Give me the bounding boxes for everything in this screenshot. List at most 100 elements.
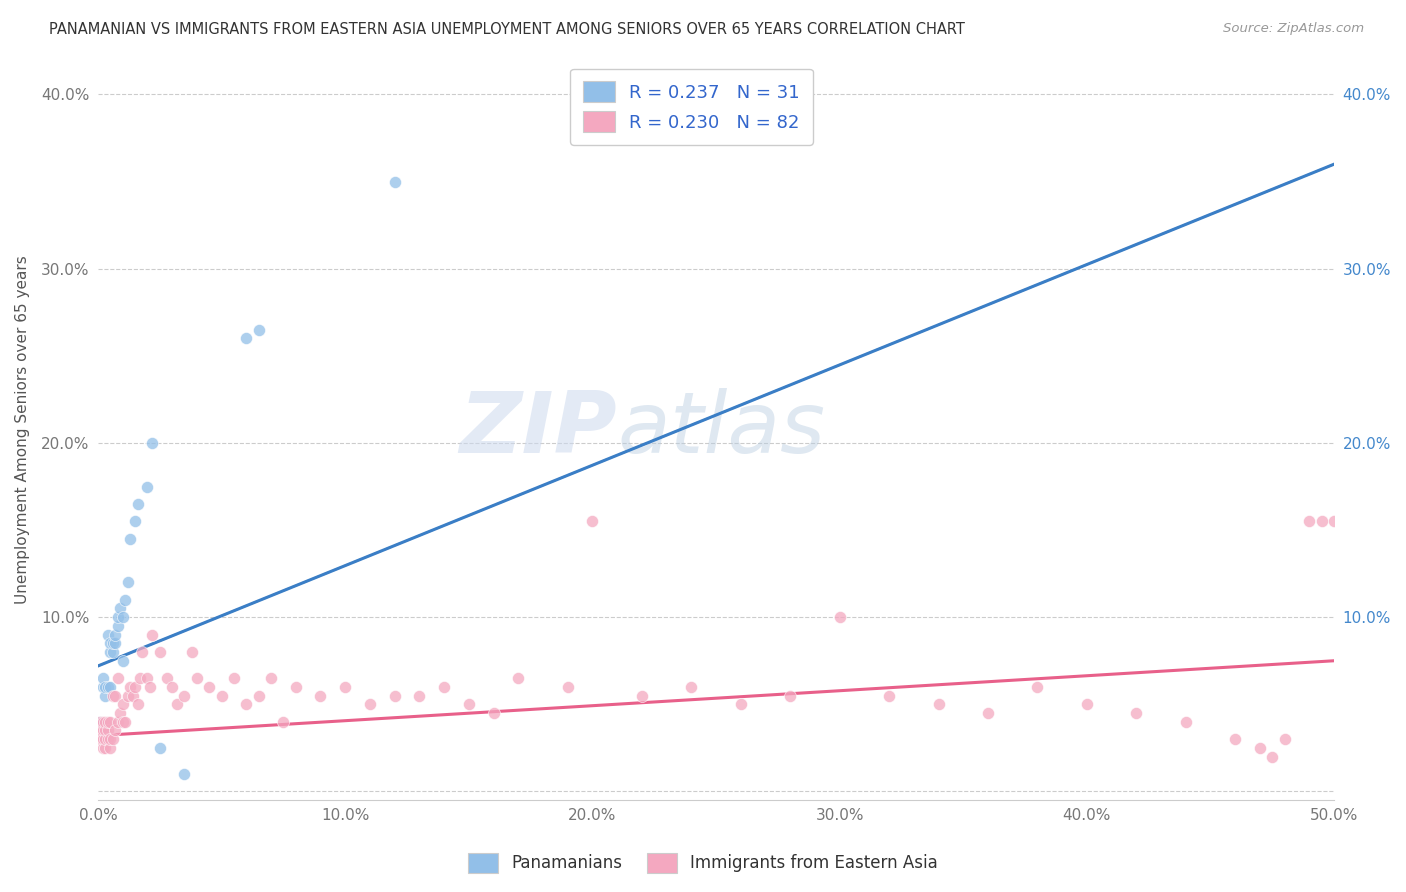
Point (186, 671, 208, 685)
Point (91, 723, 114, 738)
Point (104, 723, 127, 738)
Point (91, 680, 114, 694)
Point (1310, 514, 1333, 528)
Point (273, 714, 295, 729)
Point (98, 680, 121, 694)
Point (89, 723, 111, 738)
Point (101, 645, 124, 659)
Point (101, 732, 124, 747)
Point (89, 714, 111, 729)
Point (111, 610, 134, 624)
Point (97, 680, 120, 694)
Point (98, 740, 121, 755)
Point (828, 610, 851, 624)
Point (98, 714, 121, 729)
Point (384, 175, 406, 189)
Point (91, 714, 114, 729)
Point (433, 680, 456, 694)
Point (108, 601, 131, 615)
Point (1298, 514, 1320, 528)
Point (136, 671, 159, 685)
Point (408, 689, 430, 703)
Point (97, 714, 120, 729)
Point (1225, 732, 1247, 747)
Point (89, 714, 111, 729)
Point (117, 689, 139, 703)
Point (457, 698, 479, 712)
Point (94, 689, 117, 703)
Point (235, 698, 257, 712)
Point (127, 698, 149, 712)
Point (1261, 749, 1284, 764)
Point (97, 732, 120, 747)
Point (928, 698, 950, 712)
Point (101, 689, 124, 703)
Point (104, 627, 127, 641)
Point (139, 680, 162, 694)
Point (136, 479, 159, 493)
Point (1026, 680, 1049, 694)
Point (384, 689, 406, 703)
Point (114, 714, 136, 729)
Point (877, 689, 900, 703)
Point (1076, 698, 1098, 712)
Point (730, 698, 752, 712)
Point (235, 331, 257, 345)
Point (1125, 706, 1147, 720)
Point (359, 698, 381, 712)
Point (247, 689, 270, 703)
Point (124, 514, 146, 528)
Text: atlas: atlas (617, 388, 825, 471)
Point (91, 740, 114, 755)
Point (91, 671, 114, 685)
Point (631, 689, 654, 703)
Y-axis label: Unemployment Among Seniors over 65 years: Unemployment Among Seniors over 65 years (15, 255, 30, 604)
Point (166, 698, 188, 712)
Point (149, 740, 172, 755)
Point (141, 436, 163, 450)
Point (104, 689, 127, 703)
Point (482, 706, 505, 720)
Point (98, 645, 121, 659)
Point (141, 627, 163, 641)
Point (107, 671, 129, 685)
Point (121, 689, 143, 703)
Point (1274, 732, 1296, 747)
Point (222, 671, 245, 685)
Point (124, 680, 146, 694)
Point (149, 645, 172, 659)
Point (156, 671, 179, 685)
Point (127, 497, 149, 511)
Point (1249, 740, 1271, 755)
Point (779, 689, 801, 703)
Point (211, 689, 233, 703)
Point (101, 636, 124, 650)
Point (247, 323, 270, 337)
Text: ZIP: ZIP (460, 388, 617, 471)
Point (111, 698, 134, 712)
Point (284, 680, 307, 694)
Point (557, 680, 579, 694)
Point (97, 627, 120, 641)
Point (131, 645, 153, 659)
Point (94, 732, 117, 747)
Point (91, 732, 114, 747)
Point (98, 636, 121, 650)
Text: PANAMANIAN VS IMMIGRANTS FROM EASTERN ASIA UNEMPLOYMENT AMONG SENIORS OVER 65 YE: PANAMANIAN VS IMMIGRANTS FROM EASTERN AS… (49, 22, 965, 37)
Point (97, 723, 120, 738)
Point (104, 636, 127, 650)
Point (309, 689, 332, 703)
Point (198, 680, 221, 694)
Point (89, 732, 111, 747)
Point (94, 740, 117, 755)
Legend: Panamanians, Immigrants from Eastern Asia: Panamanians, Immigrants from Eastern Asi… (461, 847, 945, 880)
Point (508, 671, 530, 685)
Point (1174, 714, 1197, 729)
Point (977, 706, 1000, 720)
Legend: R = 0.237   N = 31, R = 0.230   N = 82: R = 0.237 N = 31, R = 0.230 N = 82 (569, 69, 813, 145)
Point (129, 671, 152, 685)
Point (117, 575, 139, 590)
Point (94, 680, 117, 694)
Point (108, 706, 131, 720)
Point (581, 514, 603, 528)
